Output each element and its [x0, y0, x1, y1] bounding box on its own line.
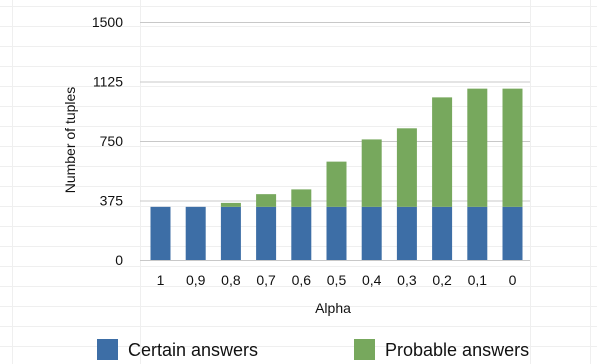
y-tick-label: 375 [100, 193, 124, 209]
bar-certain-8 [432, 206, 453, 260]
bar-certain-2 [220, 206, 241, 260]
bar-certain-7 [396, 206, 417, 260]
y-tick-label: 750 [100, 133, 124, 149]
legend-label-certain-answers: Certain answers [128, 340, 258, 360]
x-tick-label: 1 [157, 272, 165, 288]
x-tick-label: 0,8 [221, 272, 241, 288]
x-tick-label: 0 [509, 272, 517, 288]
x-tick-labels: 1 0,9 0,8 0,7 0,6 0,5 0,4 0,3 0,2 0,1 0 [157, 272, 517, 288]
legend: Certain answers Probable answers [97, 339, 529, 360]
bar-certain-10 [502, 206, 523, 260]
legend-label-probable-answers: Probable answers [385, 340, 529, 360]
x-tick-label: 0,2 [432, 272, 452, 288]
x-tick-label: 0,3 [397, 272, 417, 288]
bar-certain-1 [185, 206, 206, 260]
y-tick-label: 1500 [92, 14, 123, 30]
bar-certain-3 [256, 206, 277, 260]
bar-certain-6 [361, 206, 382, 260]
x-tick-label: 0,1 [468, 272, 488, 288]
x-tick-label: 0,6 [292, 272, 312, 288]
y-tick-labels: 1500 1125 750 375 0 [92, 14, 123, 268]
x-axis-label: Alpha [315, 300, 351, 316]
bar-probable-5 [326, 161, 347, 207]
y-axis-label: Number of tuples [62, 87, 78, 194]
bar-probable-3 [256, 194, 277, 207]
x-tick-label: 0,4 [362, 272, 382, 288]
bar-probable-10 [502, 88, 523, 207]
x-tick-label: 0,5 [327, 272, 347, 288]
bar-probable-6 [361, 139, 382, 207]
bar-certain-0 [150, 206, 171, 260]
legend-swatch-certain-answers [97, 339, 118, 360]
bar-probable-2 [220, 202, 241, 207]
bar-certain-5 [326, 206, 347, 260]
bar-certain-9 [467, 206, 488, 260]
bars [150, 88, 523, 260]
x-tick-label: 0,9 [186, 272, 206, 288]
y-tick-label: 0 [115, 252, 123, 268]
bar-probable-7 [396, 128, 417, 207]
legend-swatch-probable-answers [354, 339, 375, 360]
bar-certain-4 [291, 206, 312, 260]
y-tick-label: 1125 [93, 74, 123, 90]
y-gridlines [140, 22, 530, 261]
bar-probable-4 [291, 189, 312, 207]
bar-probable-8 [432, 97, 453, 207]
x-tick-label: 0,7 [256, 272, 276, 288]
bar-probable-9 [467, 88, 488, 207]
